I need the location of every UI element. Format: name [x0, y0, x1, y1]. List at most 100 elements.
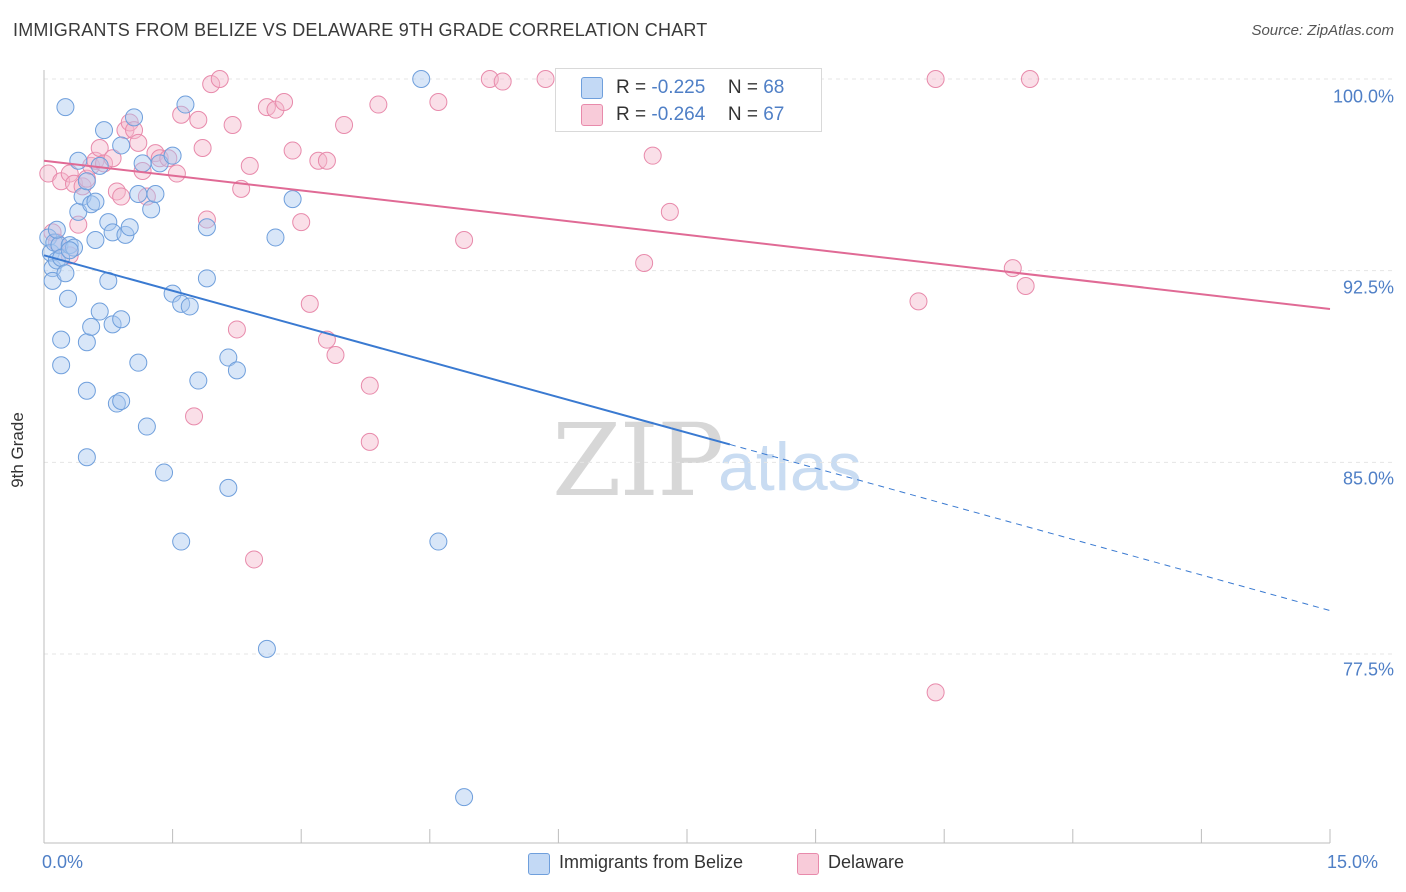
- belize-point-25: [129, 185, 148, 203]
- delaware-point-51: [1020, 70, 1039, 88]
- belize-point-28: [146, 185, 165, 203]
- belize-point-65: [47, 220, 66, 239]
- belize-point-33: [266, 228, 285, 247]
- watermark-atlas: atlas: [718, 429, 862, 505]
- delaware-point-38: [292, 213, 311, 232]
- delaware-point-48: [643, 146, 662, 165]
- delaware-point-50: [926, 70, 945, 88]
- x-tick-label-max: 15.0%: [1327, 852, 1379, 872]
- belize-point-23: [120, 218, 139, 237]
- delaware-point-44: [455, 231, 474, 249]
- bottom-legend-label-delaware: Delaware: [828, 852, 905, 872]
- belize-point-38: [52, 330, 71, 349]
- legend-r-value-belize: -0.225: [651, 77, 706, 98]
- delaware-point-47: [536, 70, 555, 88]
- delaware-point-31: [223, 116, 242, 134]
- belize-point-53: [129, 353, 148, 372]
- bottom-legend-swatch-pink: [797, 853, 819, 875]
- belize-point-48: [180, 297, 199, 316]
- belize-point-60: [219, 478, 238, 497]
- delaware-point-42: [369, 95, 388, 114]
- delaware-point-27: [189, 110, 208, 129]
- belize-point-31: [176, 95, 195, 114]
- delaware-point-26: [172, 105, 191, 124]
- delaware-point-6: [69, 215, 88, 234]
- belize-point-56: [219, 348, 238, 367]
- belize-point-40: [77, 333, 96, 352]
- belize-point-39: [52, 356, 71, 375]
- belize-point-55: [189, 371, 208, 390]
- delaware-point-37: [283, 141, 302, 160]
- belize-point-21: [112, 136, 131, 155]
- belize-point-34: [283, 190, 302, 209]
- delaware-point-52: [635, 254, 654, 272]
- delaware-point-28: [193, 139, 212, 157]
- delaware-point-19: [129, 133, 148, 152]
- legend-r-label: R =: [616, 77, 647, 98]
- belize-point-14: [77, 172, 96, 191]
- belize-trend-line: [43, 254, 731, 446]
- legend-r-label: R =: [616, 104, 647, 125]
- belize-point-36: [69, 151, 88, 170]
- belize-point-54: [137, 417, 156, 436]
- delaware-point-30: [210, 70, 229, 88]
- delaware-point-43: [429, 93, 448, 111]
- chart-title: IMMIGRANTS FROM BELIZE VS DELAWARE 9TH G…: [13, 20, 708, 40]
- belize-point-66: [60, 241, 79, 260]
- delaware-point-56: [300, 294, 319, 313]
- delaware-point-62: [185, 407, 204, 426]
- belize-point-27: [142, 200, 161, 219]
- belize-point-43: [103, 315, 122, 334]
- bottom-legend-label-belize: Immigrants from Belize: [559, 852, 744, 872]
- belize-point-32: [197, 218, 216, 237]
- belize-point-11: [59, 289, 78, 308]
- belize-point-19: [99, 213, 118, 232]
- delaware-point-53: [909, 292, 928, 311]
- legend-swatch-pink: [581, 104, 603, 126]
- delaware-point-46: [493, 72, 512, 91]
- belize-point-61: [172, 532, 191, 551]
- delaware-point-33: [240, 156, 259, 175]
- belize-point-18: [95, 121, 114, 140]
- belize-point-24: [125, 108, 144, 127]
- delaware-point-15: [112, 187, 131, 206]
- legend-n-value-belize: 68: [763, 77, 785, 98]
- belize-point-58: [77, 448, 96, 467]
- belize-point-35: [412, 70, 431, 88]
- delaware-point-49: [660, 202, 679, 221]
- belize-point-44: [112, 310, 131, 329]
- delaware-point-60: [197, 210, 216, 229]
- x-tick-label-min: 0.0%: [42, 852, 84, 872]
- delaware-trend-line: [43, 159, 1331, 310]
- delaware-point-59: [227, 320, 246, 339]
- belize-point-30: [163, 146, 182, 165]
- watermark-zip: ZIP: [552, 402, 724, 519]
- belize-point-49: [197, 269, 216, 288]
- y-tick-label-77-5: 77.5%: [1342, 659, 1394, 680]
- delaware-point-4: [60, 164, 79, 183]
- delaware-point-65: [926, 683, 945, 702]
- belize-point-42: [90, 302, 109, 321]
- bottom-legend-swatch-blue: [528, 853, 550, 875]
- legend-n-value-delaware: 67: [763, 104, 785, 125]
- belize-point-37: [56, 98, 75, 117]
- belize-point-63: [257, 639, 276, 658]
- legend-n-label: N =: [727, 104, 758, 125]
- belize-point-64: [455, 788, 474, 807]
- legend-swatch-blue: [581, 77, 603, 99]
- delaware-point-64: [245, 550, 264, 569]
- belize-point-41: [82, 317, 101, 336]
- belize-point-67: [86, 231, 105, 249]
- legend-r-value-delaware: -0.264: [651, 104, 706, 125]
- delaware-point-55: [1016, 277, 1035, 295]
- correlation-legend: R = -0.225 N = 68 R = -0.264 N = 67: [555, 68, 822, 132]
- belize-point-8: [56, 264, 75, 283]
- delaware-point-40: [317, 151, 336, 170]
- y-tick-label-92-5: 92.5%: [1342, 277, 1394, 298]
- delaware-point-29: [202, 75, 221, 94]
- delaware-point-25: [167, 164, 186, 183]
- belize-point-50: [77, 381, 96, 400]
- belize-point-57: [227, 361, 246, 380]
- source-label: Source: ZipAtlas.com: [1251, 22, 1394, 39]
